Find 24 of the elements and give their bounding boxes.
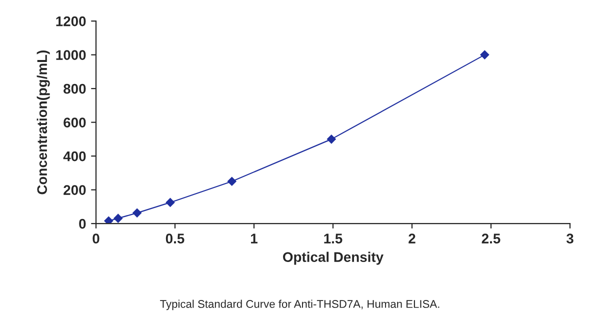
y-tick-label: 600 [64, 118, 86, 128]
point [166, 198, 175, 207]
point [104, 216, 114, 224]
y-axis-title: Concentration(pg/mL) [36, 50, 50, 194]
x-tick-label: 3 [566, 234, 574, 244]
y-tick-label: 1000 [56, 50, 86, 60]
point [326, 134, 336, 144]
x-tick-label: 1 [251, 234, 258, 244]
x-tick-label: 2.5 [482, 234, 500, 244]
point [227, 176, 236, 186]
y-tick-label: 800 [64, 84, 86, 94]
text: Typical Standard Curve for Anti-THSD7A, Human ELISA. [160, 300, 440, 310]
x-axis-title: Optical Density [283, 252, 384, 265]
point [132, 208, 142, 218]
point [114, 214, 123, 223]
point [480, 50, 490, 60]
y-tick-label: 200 [64, 185, 86, 195]
x-tick-label: 0 [92, 234, 100, 244]
x-tick-label: 1.5 [324, 234, 342, 244]
y-tick-label: 400 [63, 151, 86, 162]
y-tick-label: 1200 [56, 16, 86, 26]
x-tick-label: 2 [408, 234, 416, 244]
x-tick-label: 0.5 [166, 234, 184, 244]
y-tick-label: 0 [79, 218, 86, 229]
